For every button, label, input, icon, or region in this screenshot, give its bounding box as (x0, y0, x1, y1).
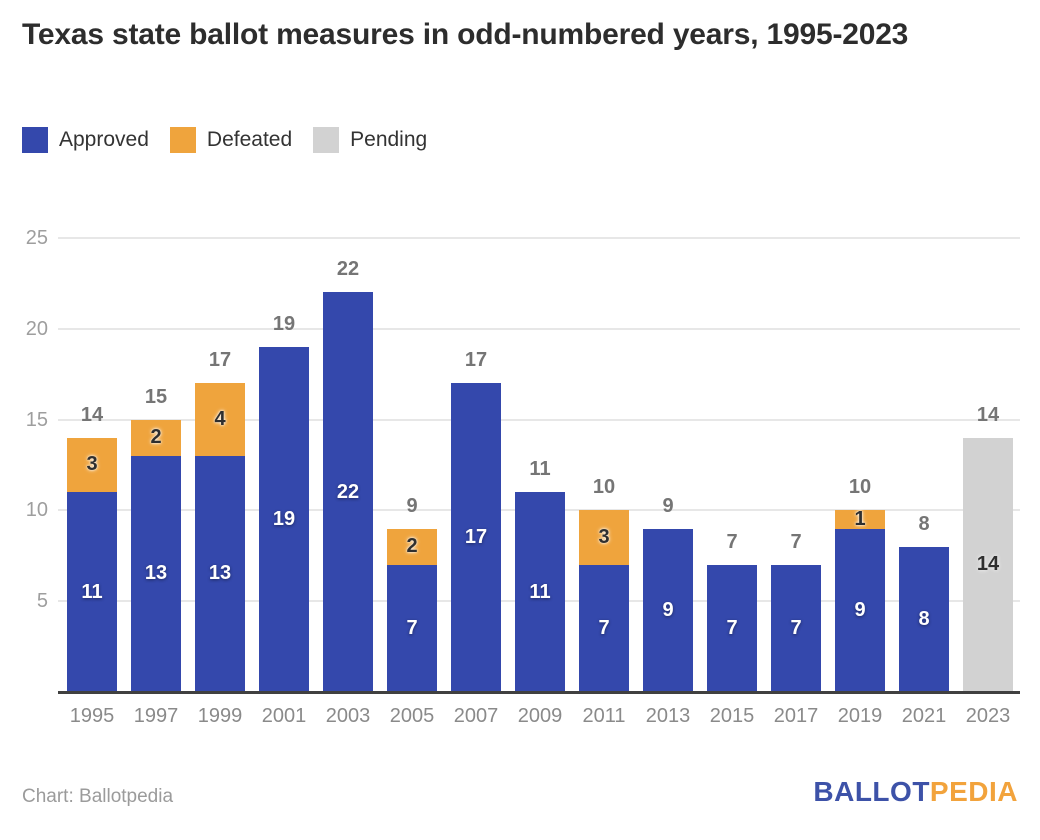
pending-swatch-icon (313, 127, 340, 153)
bar-value-approved-2021: 8 (918, 607, 930, 630)
total-label-2011: 10 (592, 476, 616, 499)
bar-segment-approved-2005: 7 (387, 564, 437, 692)
total-label-2023: 14 (976, 403, 1000, 426)
bar-segment-approved-2013: 9 (643, 528, 693, 692)
x-axis-tick-2003: 2003 (325, 705, 371, 727)
y-axis-tick-5: 5 (36, 590, 48, 613)
bar-value-defeated-2019: 1 (854, 507, 866, 530)
ballotpedia-logo: BALLOTPEDIA (813, 776, 1018, 808)
bar-segment-approved-2015: 7 (707, 564, 757, 692)
legend-item-pending: Pending (313, 127, 427, 153)
bar-segment-defeated-1999: 4 (195, 383, 245, 456)
bar-value-approved-2013: 9 (662, 598, 674, 621)
total-label-2001: 19 (272, 312, 296, 335)
bar-value-approved-2019: 9 (854, 598, 866, 621)
bar-segment-approved-1995: 11 (67, 492, 117, 692)
defeated-swatch-icon (169, 127, 196, 153)
approved-swatch-icon (22, 127, 48, 153)
total-label-2009: 11 (529, 458, 551, 481)
logo-text-pedia: PEDIA (929, 776, 1018, 807)
x-axis-tick-1995: 1995 (69, 705, 115, 727)
bar-value-approved-2001: 19 (272, 507, 296, 530)
bar-value-defeated-1995: 3 (86, 453, 98, 476)
y-axis-tick-20: 20 (25, 317, 48, 340)
bar-segment-approved-2019: 9 (835, 528, 885, 692)
total-label-2005: 9 (406, 494, 418, 517)
x-axis-tick-2023: 2023 (965, 705, 1011, 727)
legend-item-defeated: Defeated (169, 127, 293, 153)
y-axis-tick-25: 25 (25, 227, 48, 249)
total-label-2019: 10 (848, 476, 872, 499)
bar-value-approved-2005: 7 (406, 616, 418, 639)
x-axis-tick-2017: 2017 (773, 705, 819, 727)
y-axis-tick-10: 10 (25, 499, 48, 522)
total-label-1995: 14 (80, 403, 104, 426)
legend-label-approved: Approved (59, 128, 149, 151)
bar-segment-approved-2017: 7 (771, 564, 821, 692)
x-axis-tick-1997: 1997 (133, 705, 179, 727)
bar-value-approved-2007: 17 (464, 526, 488, 549)
legend-item-approved: Approved (22, 127, 149, 153)
bar-segment-pending-2023: 14 (963, 437, 1013, 692)
total-label-1999: 17 (208, 349, 232, 372)
x-axis-tick-2011: 2011 (582, 705, 626, 727)
bar-value-approved-2009: 11 (529, 580, 551, 603)
x-axis-tick-2005: 2005 (389, 705, 435, 727)
bar-value-defeated-2011: 3 (598, 526, 610, 549)
bar-segment-defeated-1997: 2 (131, 419, 181, 456)
bar-segment-approved-1997: 13 (131, 455, 181, 692)
bar-value-defeated-1997: 2 (150, 426, 162, 449)
x-axis-tick-2019: 2019 (837, 705, 883, 727)
x-axis-tick-2021: 2021 (901, 705, 947, 727)
total-label-2017: 7 (790, 530, 802, 553)
chart-credit: Chart: Ballotpedia (22, 786, 174, 807)
x-axis-tick-2001: 2001 (261, 705, 307, 727)
x-axis-line (58, 691, 1020, 694)
total-label-2007: 17 (464, 349, 488, 372)
legend: Approved Defeated Pending (22, 127, 448, 153)
total-label-2015: 7 (726, 530, 738, 553)
bar-segment-defeated-2005: 2 (387, 528, 437, 565)
bar-value-approved-1999: 13 (208, 562, 232, 585)
bar-segment-approved-2007: 17 (451, 383, 501, 692)
total-label-2003: 22 (336, 258, 360, 281)
bar-value-defeated-2005: 2 (406, 535, 418, 558)
legend-label-defeated: Defeated (206, 128, 293, 151)
bar-value-approved-2011: 7 (598, 616, 610, 639)
bar-segment-defeated-2019: 1 (835, 507, 885, 530)
gridline-15 (58, 418, 1020, 421)
legend-label-pending: Pending (350, 128, 428, 151)
gridline-25 (58, 237, 1020, 239)
bar-segment-defeated-1995: 3 (67, 437, 117, 493)
bar-segment-approved-2003: 22 (323, 292, 373, 692)
x-axis-tick-2013: 2013 (645, 705, 691, 727)
x-axis-tick-2007: 2007 (453, 705, 499, 727)
bar-value-approved-2015: 7 (726, 616, 738, 639)
total-label-2013: 9 (662, 494, 674, 517)
bar-segment-approved-2009: 11 (515, 492, 565, 692)
bar-segment-approved-2001: 19 (259, 346, 309, 692)
x-axis-tick-2015: 2015 (709, 705, 755, 727)
y-axis-tick-15: 15 (25, 408, 48, 431)
bar-value-approved-2017: 7 (790, 616, 802, 639)
bar-value-approved-1997: 13 (144, 562, 168, 585)
bar-value-approved-2003: 22 (336, 480, 360, 503)
bar-value-pending-2023: 14 (976, 553, 1000, 576)
gridline-20 (58, 327, 1020, 330)
bar-segment-defeated-2011: 3 (579, 510, 629, 565)
total-label-2021: 8 (918, 512, 930, 535)
x-axis-tick-2009: 2009 (517, 705, 563, 727)
logo-text-ballot: BALLOT (813, 776, 930, 807)
bar-value-defeated-1999: 4 (214, 408, 226, 431)
x-axis-tick-1999: 1999 (197, 705, 243, 727)
bar-segment-approved-2011: 7 (579, 564, 629, 692)
bar-segment-approved-1999: 13 (195, 455, 245, 692)
total-label-1997: 15 (144, 385, 168, 408)
chart-title: Texas state ballot measures in odd-numbe… (22, 18, 909, 51)
bar-segment-approved-2021: 8 (899, 546, 949, 692)
bar-value-approved-1995: 11 (81, 580, 103, 603)
